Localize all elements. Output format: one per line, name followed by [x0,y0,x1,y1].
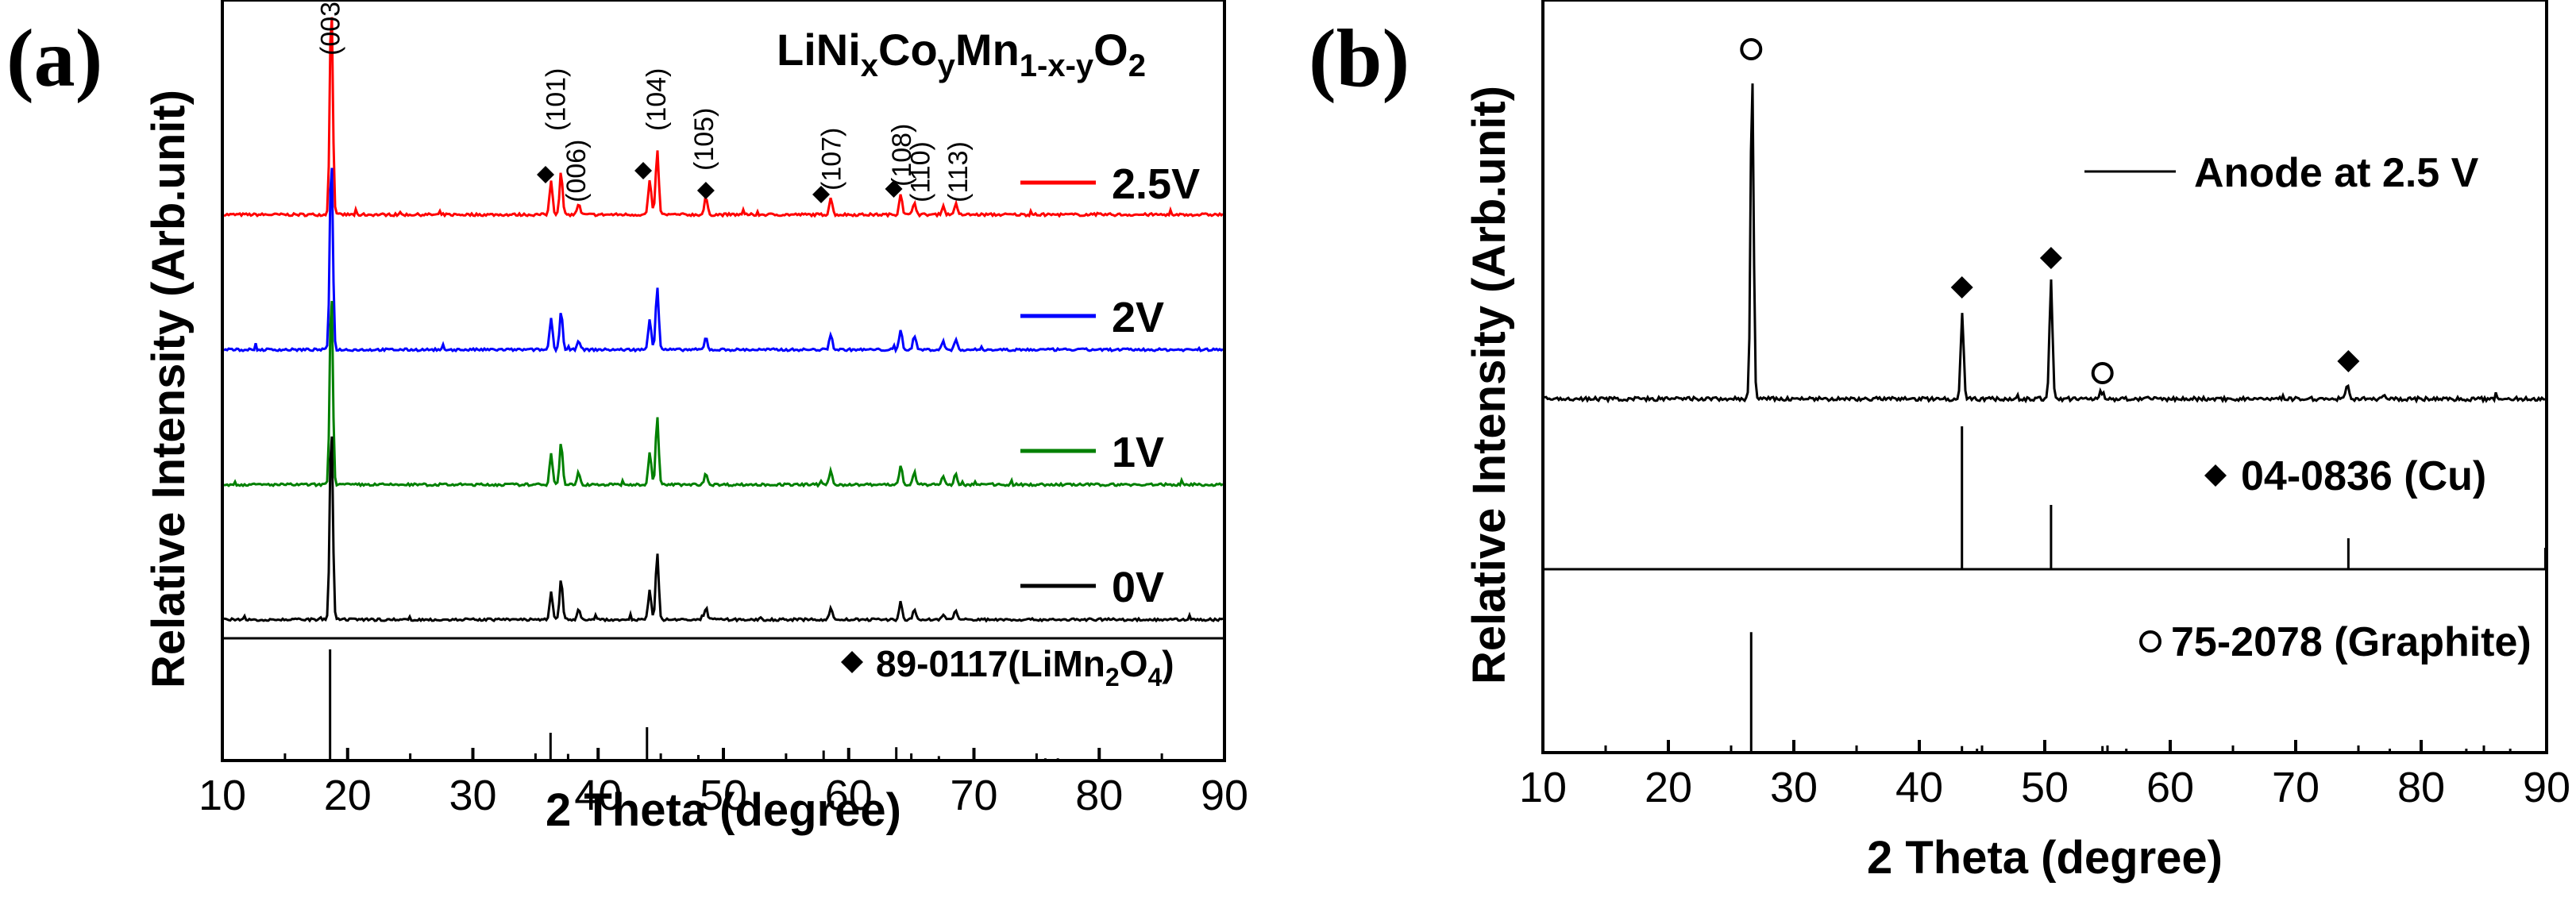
hkl-label: (101) [542,68,572,131]
peak-circle-marker [1740,38,1763,60]
panel-a: (a) 10 20 30 40 50 60 70 80 90 2 Theta (degree) … [6,0,1248,836]
panel-b-y-axis-label: Relative Intensity (Arb.unit) [1463,86,1515,684]
panel-b-reference-cu-label: 04-0836 (Cu) [2241,453,2486,499]
x-tick-label: 20 [1645,764,1692,811]
x-tick-label: 40 [574,772,622,819]
x-tick-label: 60 [825,772,873,819]
title-part: Co [878,25,938,75]
title-part: 1-x-y [1020,48,1094,83]
title-part: Mn [955,25,1020,75]
peak-circle-marker [2091,362,2114,384]
peak-diamond-marker [812,186,831,203]
hkl-label: (107) [817,128,847,191]
panel-a-plot-area [223,17,1224,761]
panel-b-reference-graphite-label: 75-2078 (Graphite) [2171,619,2532,665]
ref-part: 2 [1105,663,1120,691]
panel-a-label: (a) [6,13,102,104]
x-tick-label: 80 [2397,764,2445,811]
panel-b-legend-label: Anode at 2.5 V [2194,150,2479,196]
panel-b-x-axis-label: 2 Theta (degree) [1867,832,2223,884]
panel-a-x-axis: 10 20 30 40 50 60 70 80 90 [199,748,1248,819]
x-tick-label: 50 [2021,764,2069,811]
peak-diamond-marker [696,182,715,199]
hkl-label: (104) [642,68,672,131]
legend-label-2.5V: 2.5V [1112,160,1200,208]
title-part: 2 [1128,48,1146,83]
panel-a-legend: 2.5V 2V 1V 0V [1020,160,1200,611]
x-tick-label: 70 [950,772,997,819]
legend-label-1V: 1V [1112,429,1164,476]
x-tick-label: 60 [2146,764,2194,811]
hkl-label: (006) [561,140,592,202]
x-tick-label: 80 [1075,772,1123,819]
x-tick-label: 90 [2523,764,2570,811]
series-line-0V [223,436,1224,623]
reference-circle-icon [2139,630,2161,653]
x-tick-label: 30 [449,772,496,819]
series-line-2V [223,168,1224,354]
panel-a-y-axis-label: Relative Intensity (Arb.unit) [143,90,195,688]
series-line-anode [1544,83,2546,404]
x-tick-label: 30 [1770,764,1818,811]
panel-b: (b) 10 20 30 40 50 60 70 80 90 2 Theta (degree) … [1309,0,2570,884]
panel-a-diamond-markers [536,162,903,203]
hkl-label: (113) [943,141,974,202]
hkl-label: (108) [887,124,917,187]
ref-part: 4 [1147,663,1162,691]
panel-b-x-axis: 10 20 30 40 50 60 70 80 90 [1519,740,2570,811]
x-tick-label: 50 [700,772,747,819]
title-part: y [938,48,956,83]
x-tick-label: 40 [1895,764,1943,811]
reference-diamond-icon [2204,464,2227,487]
peak-diamond-marker [2039,247,2062,269]
title-part: x [861,48,878,83]
ref-part: 89-0117(LiMn [876,643,1105,684]
series-line-2.5V [223,17,1224,218]
panel-a-x-axis-label: 2 Theta (degree) [546,784,901,836]
peak-diamond-marker [536,166,554,183]
title-part: LiNi [777,25,861,75]
reference-diamond-icon [841,651,863,673]
hkl-label: (003) [316,0,346,56]
panel-a-hkl-labels: (003) (101) (006) (104) (105) (107) (108)(110)… [316,0,974,202]
x-tick-label: 90 [1201,772,1248,819]
ref-part: O [1120,643,1148,684]
peak-diamond-marker [634,162,653,179]
legend-label-2V: 2V [1112,294,1164,341]
panel-b-peak-markers [1740,38,2360,384]
panel-a-reference-label: 89-0117(LiMn2O4) [876,643,1174,691]
peak-diamond-marker [1950,276,1973,299]
x-tick-label: 10 [1519,764,1567,811]
panel-b-label: (b) [1309,13,1409,104]
legend-label-0V: 0V [1112,564,1164,611]
hkl-label: (110) [906,141,936,202]
x-tick-label: 20 [324,772,372,819]
panel-a-title: LiNixCoyMn1-x-yO2 [777,25,1146,83]
ref-part: ) [1162,643,1174,684]
x-tick-label: 10 [199,772,246,819]
peak-diamond-marker [885,180,903,198]
title-part: O [1093,25,1128,75]
series-line-1V [223,300,1224,488]
hkl-label: (105) [689,108,719,171]
peak-diamond-marker [2337,350,2360,372]
x-tick-label: 70 [2272,764,2320,811]
